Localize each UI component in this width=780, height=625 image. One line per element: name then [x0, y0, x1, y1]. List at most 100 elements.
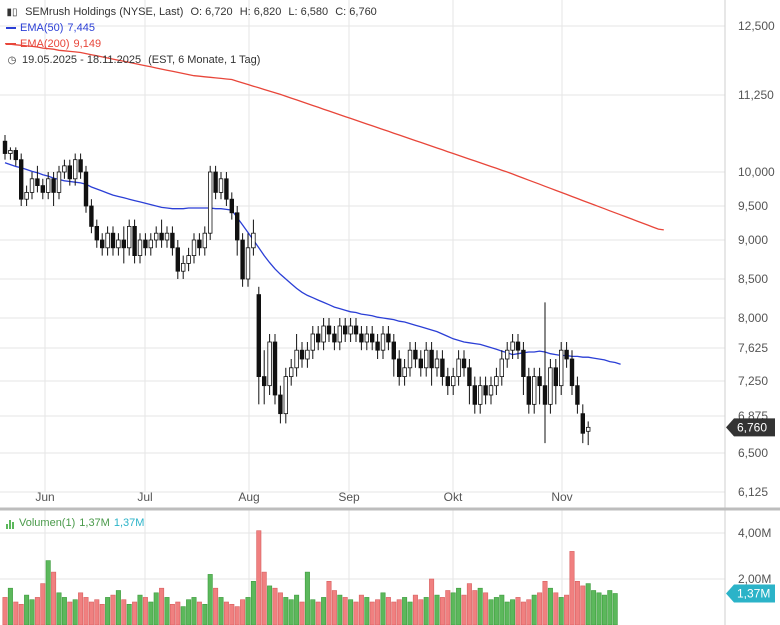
chart-title: SEMrush Holdings (NYSE, Last)	[25, 6, 184, 18]
candle-body	[132, 225, 137, 256]
candle-body	[402, 367, 407, 377]
volume-bar	[18, 603, 24, 625]
ohlc-legend: ▮▯ SEMrush Holdings (NYSE, Last) O: 6,72…	[6, 6, 381, 18]
candle	[305, 342, 310, 368]
candle	[461, 350, 467, 377]
candle	[127, 219, 132, 256]
candle-body	[569, 358, 575, 387]
volume-bar	[337, 594, 343, 625]
candle	[310, 326, 315, 359]
candle	[116, 233, 121, 256]
ema50-legend[interactable]: EMA(50) 7,445	[6, 22, 99, 34]
volume-bar	[520, 601, 526, 625]
volume-bar	[580, 585, 586, 625]
candle	[548, 359, 553, 414]
volume-bar	[547, 587, 553, 625]
volume-bar	[510, 599, 516, 625]
volume-bar	[607, 590, 613, 625]
candle-body	[218, 178, 224, 193]
candle-body	[240, 239, 245, 280]
candle-body	[261, 376, 267, 387]
ema50-swatch	[6, 27, 16, 30]
candle	[375, 334, 380, 359]
candle-body	[272, 341, 278, 396]
candle-body	[116, 239, 121, 249]
candle	[272, 334, 278, 405]
candle-body	[51, 178, 56, 193]
candle	[29, 172, 35, 200]
volume-bar	[402, 597, 408, 625]
candle	[105, 226, 110, 256]
volume-bar	[326, 580, 332, 625]
ema200-value: 9,149	[73, 38, 102, 50]
candle-body	[510, 341, 515, 351]
volume-bar	[61, 597, 67, 625]
volume-tick-label: 4,00M	[738, 526, 771, 540]
ema200-legend[interactable]: EMA(200) 9,149	[6, 38, 105, 50]
candle	[440, 350, 445, 386]
candle-body	[121, 239, 126, 249]
candle	[288, 359, 294, 386]
candle	[153, 226, 159, 248]
candle-body	[342, 325, 348, 335]
volume-bar	[67, 601, 73, 625]
candle	[575, 376, 580, 414]
candle	[180, 255, 186, 279]
month-tick-label: Nov	[551, 490, 572, 504]
candle	[207, 165, 213, 240]
candle-body	[83, 171, 89, 207]
volume-bar	[407, 601, 413, 625]
candle-body	[35, 178, 40, 187]
volume-legend[interactable]: Volumen(1) 1,37M 1,37M	[6, 517, 148, 529]
candles	[2, 135, 591, 446]
last-volume-badge: 1,37M	[726, 584, 775, 603]
volume-bar	[277, 592, 283, 625]
candle-body	[299, 349, 305, 360]
candle-body	[18, 159, 24, 200]
candle-body	[137, 239, 143, 256]
candle	[586, 421, 591, 446]
candle-body	[40, 185, 45, 193]
candle	[559, 342, 564, 395]
candle-body	[499, 358, 504, 378]
volume-bar	[353, 601, 359, 625]
candle-body	[2, 140, 8, 154]
candle	[326, 318, 332, 342]
volume-bar	[466, 583, 472, 625]
volume-bar	[180, 606, 186, 625]
candle-body	[278, 394, 283, 415]
candle-body	[359, 333, 364, 343]
volume-bars	[2, 530, 618, 625]
candle-body	[197, 239, 202, 249]
candle-body	[288, 367, 294, 377]
candle-body	[418, 358, 423, 369]
candle-body	[407, 349, 413, 369]
candle-body	[532, 376, 537, 405]
volume-bar	[364, 597, 370, 625]
volume-bar	[396, 599, 402, 625]
candle	[423, 342, 429, 377]
volume-bar	[450, 592, 456, 625]
volume-bar	[29, 599, 35, 625]
candle	[429, 342, 434, 386]
candle	[148, 233, 153, 256]
candle	[143, 233, 148, 256]
candle	[245, 233, 251, 287]
candle-body	[305, 349, 310, 360]
volume-bar	[169, 603, 175, 625]
candle	[35, 165, 40, 193]
volume-bar	[483, 592, 489, 625]
volume-bar	[331, 590, 337, 625]
candle	[445, 367, 450, 395]
candle-body	[175, 247, 180, 272]
candle-body	[380, 333, 386, 351]
candle	[40, 178, 45, 200]
close-value: C: 6,760	[335, 6, 377, 18]
volume-bar	[412, 594, 418, 625]
candle	[56, 165, 62, 200]
ema50-label: EMA(50)	[20, 22, 64, 34]
volume-bar	[601, 594, 607, 625]
candle	[251, 219, 256, 256]
candle	[569, 350, 575, 395]
